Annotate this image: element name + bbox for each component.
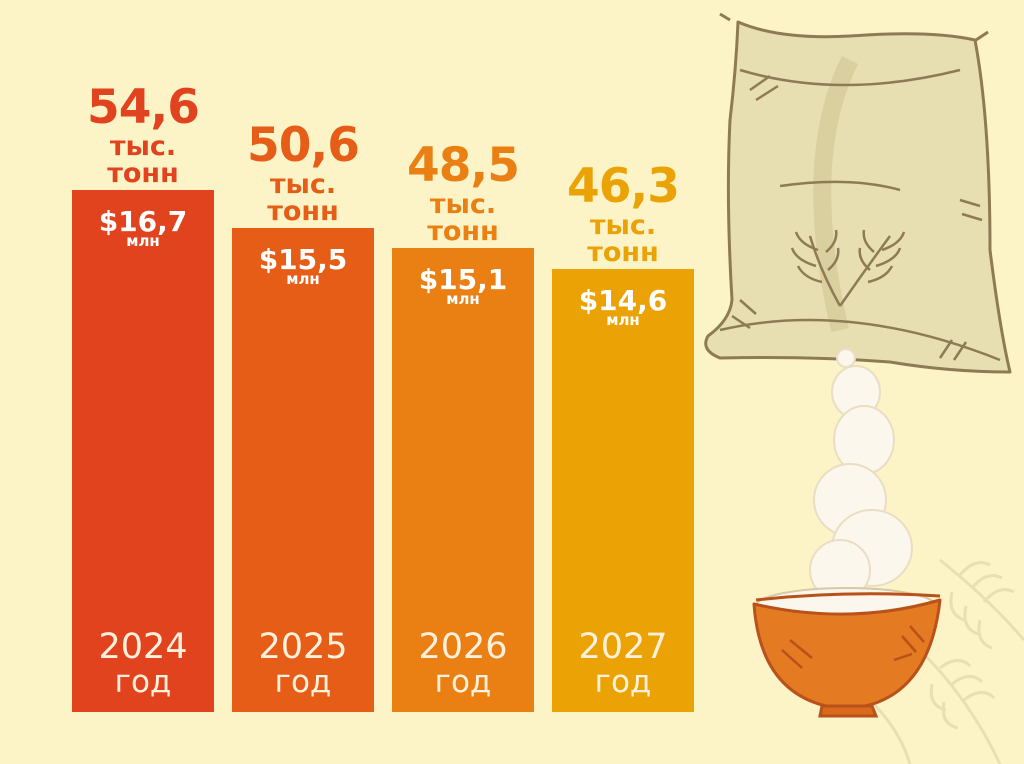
bar-2026: [392, 248, 534, 712]
money-label-2024: $16,7 млн: [72, 208, 214, 249]
money-label-2025: $15,5 млн: [232, 246, 374, 287]
bar-2027: [552, 269, 694, 712]
year-number: 2025: [258, 627, 348, 667]
year-label-2027: 2027 год: [552, 630, 694, 698]
year-suffix: год: [434, 664, 492, 700]
value-number: 46,3: [567, 159, 680, 215]
value-number: 54,6: [87, 80, 200, 135]
wheat-icon: [868, 558, 1024, 764]
money-value: $14,6: [578, 284, 668, 318]
year-label-2026: 2026 год: [392, 630, 534, 698]
value-number: 50,6: [247, 118, 360, 174]
value-label-2027: 46,3 тыс. тонн: [552, 163, 694, 266]
value-unit: тыс. тонн: [587, 210, 659, 269]
grain-sack-icon: [704, 12, 1012, 374]
year-suffix: год: [114, 664, 172, 700]
money-value: $15,1: [418, 263, 508, 297]
year-label-2024: 2024 год: [72, 630, 214, 698]
value-label-2026: 48,5 тыс. тонн: [392, 142, 534, 245]
value-label-2024: 54,6 тыс. тонн: [72, 84, 214, 187]
bar-2025: [232, 228, 374, 712]
year-number: 2026: [418, 627, 508, 667]
value-number: 48,5: [407, 138, 520, 194]
bar-2024: [72, 190, 214, 712]
value-unit: тыс. тонн: [267, 169, 339, 228]
money-value: $16,7: [98, 205, 188, 238]
year-suffix: год: [274, 664, 332, 700]
year-number: 2027: [578, 627, 668, 667]
rice-stream: [809, 348, 913, 601]
rice-bowl-icon: [752, 587, 942, 718]
money-unit: млн: [286, 270, 320, 289]
value-unit: тыс. тонн: [107, 131, 179, 189]
money-label-2026: $15,1 млн: [392, 266, 534, 307]
year-number: 2024: [98, 627, 188, 667]
money-value: $15,5: [258, 243, 348, 277]
money-unit: млн: [126, 232, 160, 250]
year-label-2025: 2025 год: [232, 630, 374, 698]
value-label-2025: 50,6 тыс. тонн: [232, 122, 374, 225]
rice-illustration: [704, 12, 1024, 764]
money-unit: млн: [606, 311, 640, 330]
value-unit: тыс. тонн: [427, 189, 499, 248]
money-label-2027: $14,6 млн: [552, 287, 694, 328]
money-unit: млн: [446, 290, 480, 309]
year-suffix: год: [594, 664, 652, 700]
